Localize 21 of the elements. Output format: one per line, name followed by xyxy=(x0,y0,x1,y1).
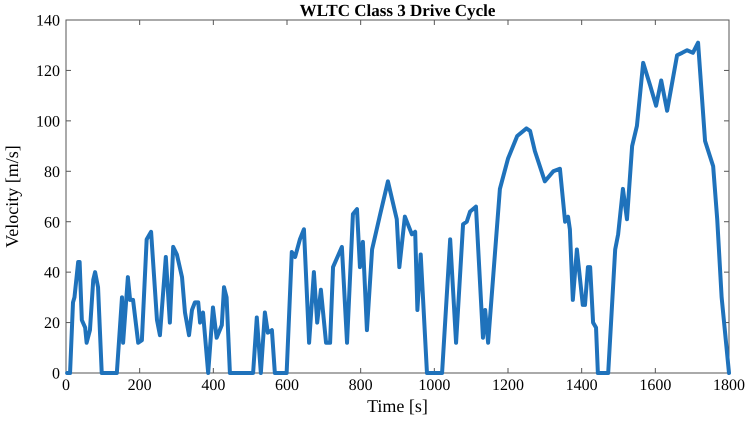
y-tick-label: 100 xyxy=(36,113,60,130)
x-tick-label: 400 xyxy=(201,377,226,394)
y-tick-label: 120 xyxy=(36,63,60,80)
y-tick-label: 20 xyxy=(44,315,60,332)
x-axis-title: Time [s] xyxy=(367,396,428,416)
x-tick-label: 1000 xyxy=(418,377,450,394)
x-tick-label: 1600 xyxy=(639,377,672,394)
line-series xyxy=(65,40,731,375)
y-tick-label: 140 xyxy=(36,12,60,30)
chart-title: WLTC Class 3 Drive Cycle xyxy=(300,1,496,20)
y-tick-label: 40 xyxy=(44,264,60,282)
x-tick-label: 1800 xyxy=(713,377,745,394)
x-tick-label: 1400 xyxy=(566,377,598,394)
y-tick-label: 60 xyxy=(44,214,60,232)
x-tick-label: 200 xyxy=(128,377,152,394)
x-tick-label: 1200 xyxy=(492,377,524,394)
x-tick-label: 600 xyxy=(275,377,299,394)
y-tick-label: 0 xyxy=(52,366,60,383)
x-tick-label: 800 xyxy=(348,377,373,394)
y-axis-title: Velocity [m/s] xyxy=(2,145,22,248)
y-tick-label: 80 xyxy=(44,164,60,181)
